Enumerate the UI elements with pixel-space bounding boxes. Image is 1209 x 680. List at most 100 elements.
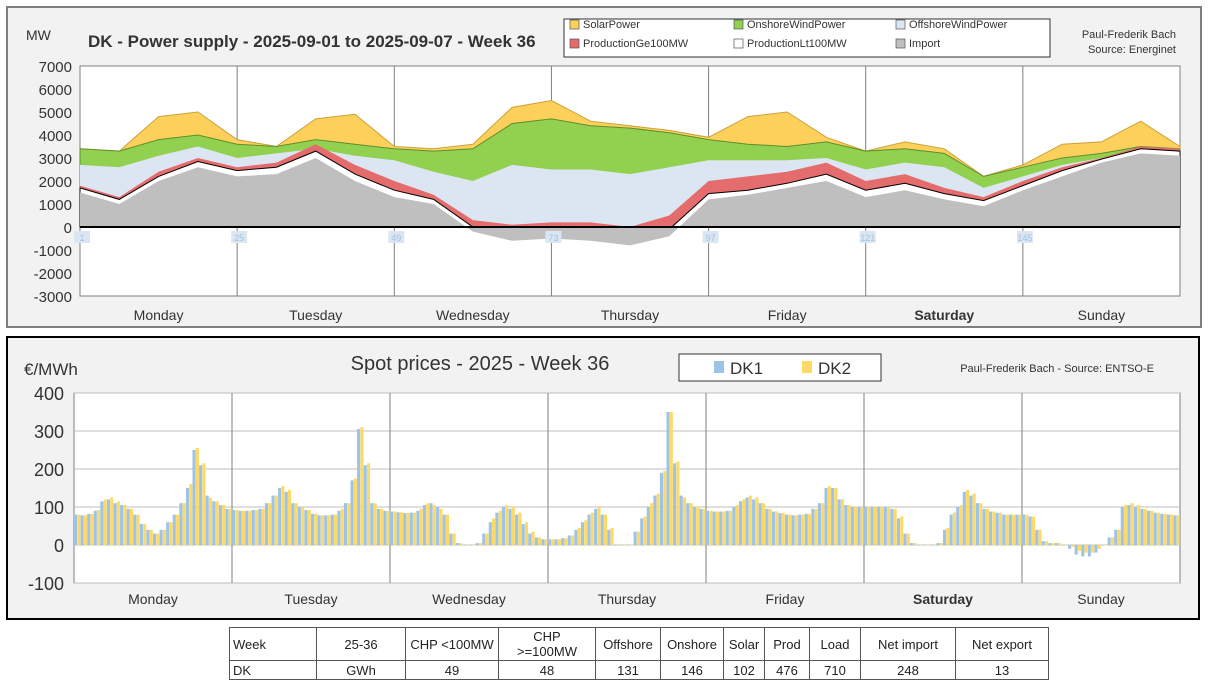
price-bar-dk2 [972, 493, 976, 545]
price-bar-dk1 [1022, 514, 1026, 545]
price-bar-dk2 [715, 511, 719, 545]
price-bar-dk1 [396, 512, 400, 545]
price-bar-dk2 [406, 513, 410, 545]
supply-day-label: Saturday [914, 307, 974, 323]
price-bar-dk2 [261, 508, 265, 545]
price-bar-dk2 [90, 513, 94, 545]
price-y-tick: 200 [34, 460, 64, 480]
price-bar-dk1 [449, 533, 453, 545]
price-bar-dk1 [791, 515, 795, 545]
price-bar-dk1 [515, 514, 519, 545]
price-bar-dk1 [620, 545, 624, 546]
price-bar-dk2 [1143, 508, 1147, 545]
price-bar-dk2 [636, 531, 640, 545]
price-bar-dk1 [363, 465, 367, 545]
price-bar-dk2 [235, 510, 239, 545]
price-bar-dk2 [176, 514, 180, 545]
price-bar-dk2 [742, 499, 746, 545]
price-bar-dk1 [844, 505, 848, 545]
price-bar-dk1 [719, 511, 723, 545]
supply-day-label: Tuesday [289, 307, 342, 323]
legend-label-import: Import [909, 38, 940, 50]
price-bar-dk1 [172, 514, 176, 545]
price-bar-dk2 [933, 545, 937, 546]
price-bar-dk2 [340, 508, 344, 545]
summary-value-cell: 49 [405, 660, 499, 680]
price-bar-dk2 [590, 512, 594, 545]
price-bar-dk2 [518, 512, 522, 545]
price-bar-dk2 [353, 478, 357, 545]
price-bar-dk2 [893, 508, 897, 545]
price-bar-dk2 [334, 514, 338, 545]
price-bar-dk2 [610, 527, 614, 545]
price-bar-dk2 [399, 512, 403, 545]
price-bar-dk2 [327, 515, 331, 545]
price-bar-dk1 [383, 510, 387, 545]
price-bar-dk1 [80, 515, 84, 545]
summary-value-cell: 248 [860, 660, 956, 680]
price-bar-dk2 [735, 505, 739, 545]
price-bar-dk2 [380, 508, 384, 545]
price-day-label: Wednesday [432, 591, 506, 607]
supply-y-tick: 4000 [39, 128, 72, 145]
price-bar-dk1 [343, 503, 348, 545]
price-bar-dk1 [870, 507, 874, 545]
hour-marker-box [388, 231, 405, 243]
price-bar-dk2 [432, 505, 436, 545]
price-bar-dk1 [659, 472, 664, 545]
price-bar-dk1 [1074, 545, 1078, 555]
legend-swatch-onshorewindpower [733, 19, 744, 30]
price-bar-dk2 [189, 484, 193, 545]
hour-marker-box [231, 231, 248, 243]
price-bar-dk1 [1094, 545, 1098, 553]
price-bar-dk1 [311, 513, 315, 545]
legend-label-solarpower: SolarPower [583, 19, 640, 31]
price-bar-dk1 [956, 507, 960, 545]
price-bar-dk1 [534, 537, 538, 545]
hour-marker-label: 25 [234, 233, 244, 243]
price-bar-dk2 [97, 510, 101, 545]
price-legend: DK1 DK2 [678, 353, 882, 382]
price-bar-dk1 [185, 488, 190, 545]
price-bar-dk1 [495, 512, 499, 545]
summary-header-cell: Onshore [660, 627, 724, 661]
price-bar-dk2 [373, 503, 377, 545]
price-bar-dk1 [712, 511, 716, 545]
price-bar-dk1 [673, 463, 677, 545]
price-bar-dk2 [998, 512, 1003, 545]
price-bar-dk2 [287, 489, 292, 545]
price-bar-dk1 [969, 495, 973, 545]
price-bar-dk2 [162, 529, 166, 545]
price-bar-dk1 [350, 480, 354, 545]
price-bar-dk2 [1176, 515, 1180, 545]
price-bar-dk1 [653, 495, 657, 545]
price-bar-dk1 [528, 533, 532, 545]
price-bar-dk2 [755, 497, 759, 545]
price-bar-dk2 [630, 545, 634, 546]
price-bar-dk1 [390, 511, 394, 545]
price-bar-dk2 [1156, 512, 1161, 545]
price-bar-dk2 [1163, 513, 1167, 545]
price-bar-dk1 [146, 529, 150, 545]
price-day-label: Saturday [913, 591, 973, 607]
price-bar-dk1 [475, 543, 479, 545]
price-day-label: Monday [128, 591, 178, 607]
price-bar-dk1 [1002, 514, 1006, 545]
price-bar-dk1 [607, 529, 611, 545]
price-bar-dk1 [482, 533, 486, 545]
price-bar-dk1 [324, 515, 328, 545]
price-bar-dk2 [1084, 545, 1088, 553]
price-bar-dk1 [587, 514, 591, 545]
price-bar-dk2 [544, 539, 548, 545]
price-bar-dk1 [159, 529, 163, 545]
price-bar-dk1 [982, 508, 986, 545]
price-bar-dk2 [603, 514, 608, 545]
price-bar-dk1 [916, 545, 920, 546]
legend-swatch-offshorewindpower [895, 19, 906, 30]
price-bar-dk2 [465, 545, 469, 546]
price-bar-dk1 [1054, 543, 1059, 545]
supply-y-tick: 7000 [39, 59, 72, 76]
price-bar-dk1 [436, 507, 440, 545]
price-legend-box [678, 353, 882, 382]
supply-day-label: Wednesday [436, 307, 510, 323]
